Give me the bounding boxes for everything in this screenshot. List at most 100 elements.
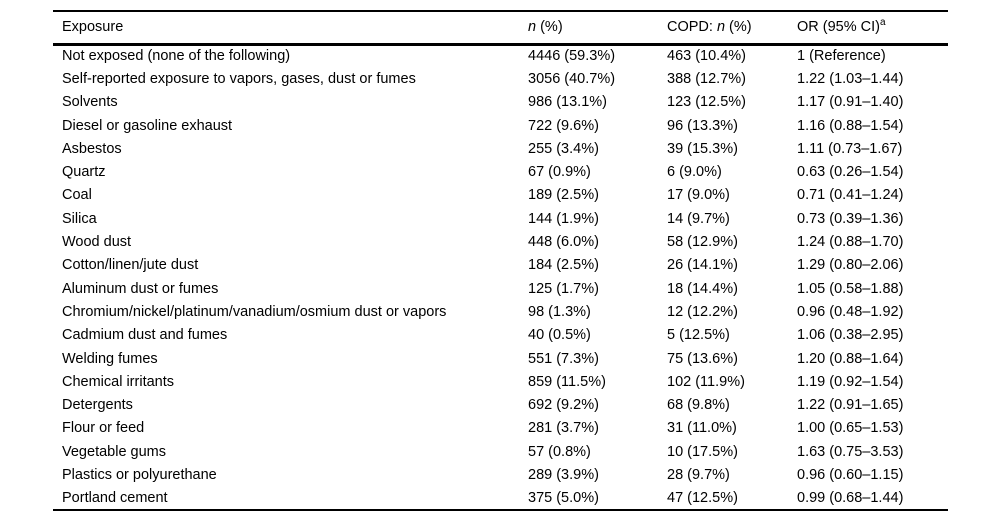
cell-or-ci: 1.20 (0.88–1.64) — [797, 350, 904, 367]
table-row: Wood dust 448 (6.0%) 58 (12.9%) 1.24 (0.… — [53, 230, 948, 253]
cell-exposure: Detergents — [62, 397, 133, 414]
table-row: Plastics or polyurethane 289 (3.9%) 28 (… — [53, 463, 948, 486]
cell-exposure: Silica — [62, 210, 97, 227]
cell-or-ci: 1.19 (0.92–1.54) — [797, 373, 904, 390]
or-ci-label: OR (95% CI) — [797, 19, 880, 36]
cell-or-ci: 0.96 (0.48–1.92) — [797, 303, 904, 320]
table-row: Solvents 986 (13.1%) 123 (12.5%) 1.17 (0… — [53, 91, 948, 114]
italic-n: n — [716, 19, 726, 36]
cell-exposure: Wood dust — [62, 234, 132, 251]
col-header-exposure: Exposure — [62, 19, 124, 36]
cell-or-ci: 1.22 (1.03–1.44) — [797, 70, 904, 87]
cell-or-ci: 1.24 (0.88–1.70) — [797, 234, 904, 251]
cell-or-ci: 1.11 (0.73–1.67) — [797, 140, 903, 157]
cell-copd-n-pct: 6 (9.0%) — [667, 164, 722, 181]
cell-n-pct: 551 (7.3%) — [528, 350, 599, 367]
cell-copd-n-pct: 39 (15.3%) — [667, 140, 738, 157]
col-header-or-ci: OR (95% CI)a — [797, 11, 948, 44]
cell-copd-n-pct: 102 (11.9%) — [667, 373, 745, 390]
cell-copd-n-pct: 68 (9.8%) — [667, 397, 730, 414]
table-row: Welding fumes 551 (7.3%) 75 (13.6%) 1.20… — [53, 347, 948, 370]
cell-n-pct: 67 (0.9%) — [528, 164, 591, 181]
col-header-copd-n-pct: COPD: n (%) — [667, 11, 797, 44]
table-row: Flour or feed 281 (3.7%) 31 (11.0%) 1.00… — [53, 417, 948, 440]
cell-exposure: Cadmium dust and fumes — [62, 327, 228, 344]
table-row: Diesel or gasoline exhaust 722 (9.6%) 96… — [53, 114, 948, 137]
cell-or-ci: 1.22 (0.91–1.65) — [797, 397, 904, 414]
cell-or-ci: 1.16 (0.88–1.54) — [797, 117, 904, 134]
cell-exposure: Vegetable gums — [62, 443, 166, 460]
cell-n-pct: 281 (3.7%) — [528, 420, 599, 437]
cell-n-pct: 184 (2.5%) — [528, 257, 599, 274]
cell-or-ci: 0.73 (0.39–1.36) — [797, 210, 904, 227]
cell-copd-n-pct: 14 (9.7%) — [667, 210, 730, 227]
cell-exposure: Solvents — [62, 94, 118, 111]
cell-or-ci: 0.99 (0.68–1.44) — [797, 489, 904, 506]
cell-or-ci: 1.17 (0.91–1.40) — [797, 94, 904, 111]
cell-copd-n-pct: 5 (12.5%) — [667, 327, 730, 344]
table-row: Quartz 67 (0.9%) 6 (9.0%) 0.63 (0.26–1.5… — [53, 160, 948, 183]
footnote-marker-a: a — [880, 17, 886, 29]
copd-prefix: COPD: — [667, 19, 717, 36]
cell-exposure: Self-reported exposure to vapors, gases,… — [62, 70, 416, 87]
cell-copd-n-pct: 123 (12.5%) — [667, 94, 746, 111]
cell-copd-n-pct: 47 (12.5%) — [667, 489, 738, 506]
copd-suffix: (%) — [725, 19, 752, 36]
cell-copd-n-pct: 96 (13.3%) — [667, 117, 738, 134]
cell-n-pct: 722 (9.6%) — [528, 117, 599, 134]
cell-or-ci: 1.05 (0.58–1.88) — [797, 280, 904, 297]
table-row: Vegetable gums 57 (0.8%) 10 (17.5%) 1.63… — [53, 440, 948, 463]
cell-copd-n-pct: 12 (12.2%) — [667, 303, 738, 320]
cell-or-ci: 0.71 (0.41–1.24) — [797, 187, 904, 204]
cell-or-ci: 1 (Reference) — [797, 48, 886, 65]
cell-exposure: Quartz — [62, 164, 106, 181]
cell-n-pct: 98 (1.3%) — [528, 303, 591, 320]
exposure-table: Exposure n (%) COPD: n (%) OR (95% CI)a … — [53, 10, 948, 511]
table-row: Coal 189 (2.5%) 17 (9.0%) 0.71 (0.41–1.2… — [53, 184, 948, 207]
cell-n-pct: 255 (3.4%) — [528, 140, 599, 157]
cell-copd-n-pct: 463 (10.4%) — [667, 48, 746, 65]
exposure-table-container: Exposure n (%) COPD: n (%) OR (95% CI)a … — [53, 10, 948, 511]
cell-exposure: Flour or feed — [62, 420, 145, 437]
table-row: Chemical irritants 859 (11.5%) 102 (11.9… — [53, 370, 948, 393]
table-row: Cadmium dust and fumes 40 (0.5%) 5 (12.5… — [53, 324, 948, 347]
cell-n-pct: 40 (0.5%) — [528, 327, 591, 344]
cell-exposure: Welding fumes — [62, 350, 158, 367]
cell-exposure: Chemical irritants — [62, 373, 174, 390]
cell-copd-n-pct: 58 (12.9%) — [667, 234, 738, 251]
cell-copd-n-pct: 10 (17.5%) — [667, 443, 738, 460]
table-row: Silica 144 (1.9%) 14 (9.7%) 0.73 (0.39–1… — [53, 207, 948, 230]
cell-exposure: Coal — [62, 187, 92, 204]
cell-copd-n-pct: 388 (12.7%) — [667, 70, 746, 87]
cell-or-ci: 0.63 (0.26–1.54) — [797, 164, 904, 181]
cell-copd-n-pct: 17 (9.0%) — [667, 187, 730, 204]
cell-or-ci: 1.06 (0.38–2.95) — [797, 327, 904, 344]
cell-copd-n-pct: 75 (13.6%) — [667, 350, 738, 367]
italic-n: n — [528, 19, 537, 36]
cell-n-pct: 3056 (40.7%) — [528, 70, 616, 87]
cell-exposure: Diesel or gasoline exhaust — [62, 117, 233, 134]
cell-or-ci: 1.63 (0.75–3.53) — [797, 443, 904, 460]
col-header-n-pct: n (%) — [528, 11, 667, 44]
table-row: Self-reported exposure to vapors, gases,… — [53, 67, 948, 90]
cell-exposure: Plastics or polyurethane — [62, 466, 217, 483]
cell-copd-n-pct: 26 (14.1%) — [667, 257, 738, 274]
table-header-row: Exposure n (%) COPD: n (%) OR (95% CI)a — [53, 11, 948, 44]
cell-n-pct: 448 (6.0%) — [528, 234, 599, 251]
cell-n-pct: 4446 (59.3%) — [528, 48, 616, 65]
cell-exposure: Portland cement — [62, 489, 168, 506]
cell-n-pct: 986 (13.1%) — [528, 94, 607, 111]
cell-n-pct: 375 (5.0%) — [528, 489, 599, 506]
cell-exposure: Chromium/nickel/platinum/vanadium/osmium… — [62, 303, 447, 320]
cell-or-ci: 1.00 (0.65–1.53) — [797, 420, 904, 437]
cell-n-pct: 189 (2.5%) — [528, 187, 599, 204]
n-pct-suffix: (%) — [536, 19, 563, 36]
table-row: Asbestos 255 (3.4%) 39 (15.3%) 1.11 (0.7… — [53, 137, 948, 160]
cell-exposure: Not exposed (none of the following) — [62, 48, 291, 65]
table-row: Cotton/linen/jute dust 184 (2.5%) 26 (14… — [53, 254, 948, 277]
cell-n-pct: 57 (0.8%) — [528, 443, 591, 460]
table-row: Aluminum dust or fumes 125 (1.7%) 18 (14… — [53, 277, 948, 300]
cell-n-pct: 144 (1.9%) — [528, 210, 599, 227]
table-row: Detergents 692 (9.2%) 68 (9.8%) 1.22 (0.… — [53, 393, 948, 416]
cell-copd-n-pct: 31 (11.0%) — [667, 420, 737, 437]
